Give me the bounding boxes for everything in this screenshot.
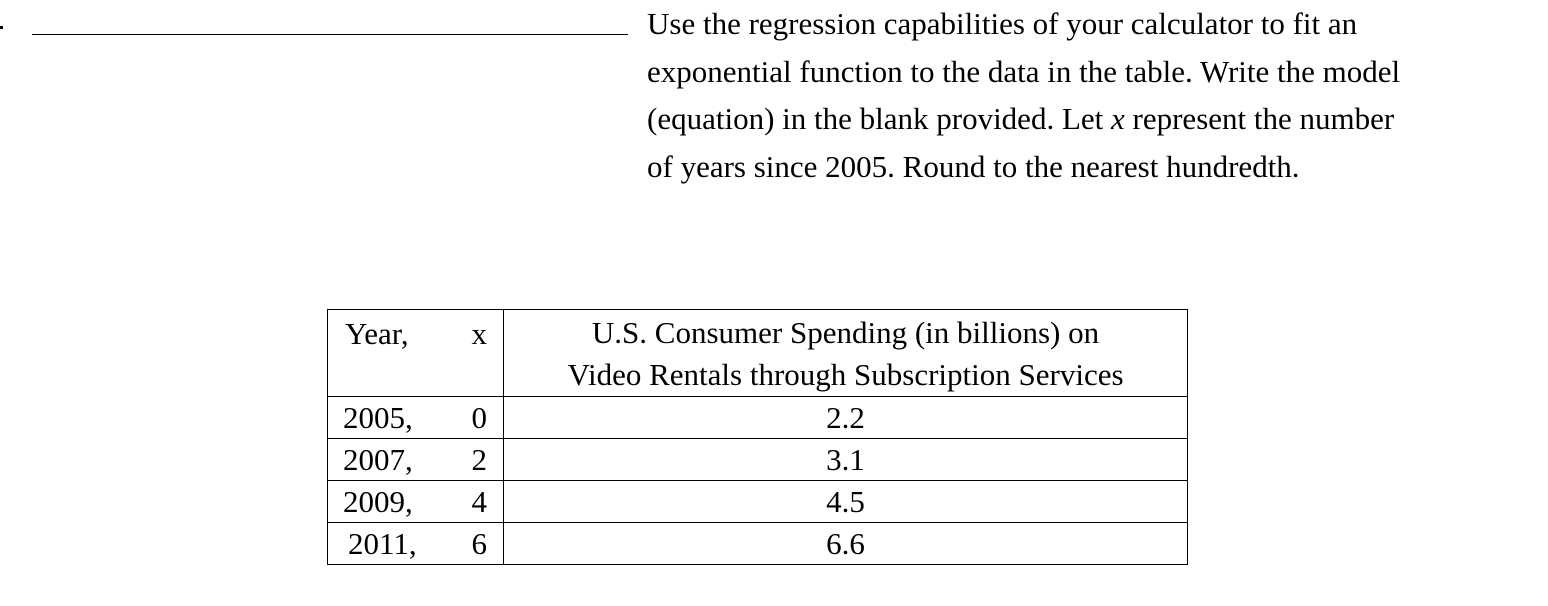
year-cell: 2007, 2 xyxy=(327,438,504,481)
table-row: 2009, 4 4.5 xyxy=(327,480,1188,523)
spending-value: 4.5 xyxy=(503,480,1188,523)
spending-value: 6.6 xyxy=(503,522,1188,565)
spending-header-line-2: Video Rentals through Subscription Servi… xyxy=(567,357,1124,392)
spending-value: 2.2 xyxy=(503,396,1188,439)
year-header-label: Year, xyxy=(345,316,409,351)
table-row: 2011, 6 6.6 xyxy=(327,522,1188,565)
table-row: 2007, 2 3.1 xyxy=(327,438,1188,481)
x-header-label: x xyxy=(471,316,488,351)
prompt-line-3: (equation) in the blank provided. Let x … xyxy=(647,95,1547,143)
year-value: 2007, xyxy=(343,441,413,477)
year-value: 2009, xyxy=(343,483,413,519)
year-value: 2005, xyxy=(343,399,413,435)
spending-column-header: U.S. Consumer Spending (in billions) on … xyxy=(503,309,1188,397)
x-value: 4 xyxy=(471,483,488,519)
answer-blank-line[interactable] xyxy=(32,34,628,35)
prompt-line-3-start: (equation) in the blank provided. Let xyxy=(647,101,1112,136)
x-value: 0 xyxy=(471,399,488,435)
x-value: 2 xyxy=(471,441,488,477)
prompt-line-1: Use the regression capabilities of your … xyxy=(647,6,1358,41)
question-number-marker xyxy=(0,26,3,29)
x-value: 6 xyxy=(471,525,488,561)
year-cell: 2005, 0 xyxy=(327,396,504,439)
year-value: 2011, xyxy=(348,525,417,561)
spending-value: 3.1 xyxy=(503,438,1188,481)
table-row: 2005, 0 2.2 xyxy=(327,396,1188,439)
problem-prompt: Use the regression capabilities of your … xyxy=(647,0,1547,190)
year-cell: 2009, 4 xyxy=(327,480,504,523)
spending-header-line-1: U.S. Consumer Spending (in billions) on xyxy=(591,315,1100,350)
prompt-line-2: exponential function to the data in the … xyxy=(647,53,1401,89)
table-header-row: Year, x U.S. Consumer Spending (in billi… xyxy=(327,309,1188,397)
variable-x: x xyxy=(1111,101,1125,136)
data-table: Year, x U.S. Consumer Spending (in billi… xyxy=(327,309,1188,565)
year-cell: 2011, 6 xyxy=(327,522,504,565)
prompt-line-3-end: represent the number xyxy=(1124,101,1395,136)
prompt-line-4: of years since 2005. Round to the neares… xyxy=(647,148,1300,184)
year-column-header: Year, x xyxy=(327,309,504,397)
